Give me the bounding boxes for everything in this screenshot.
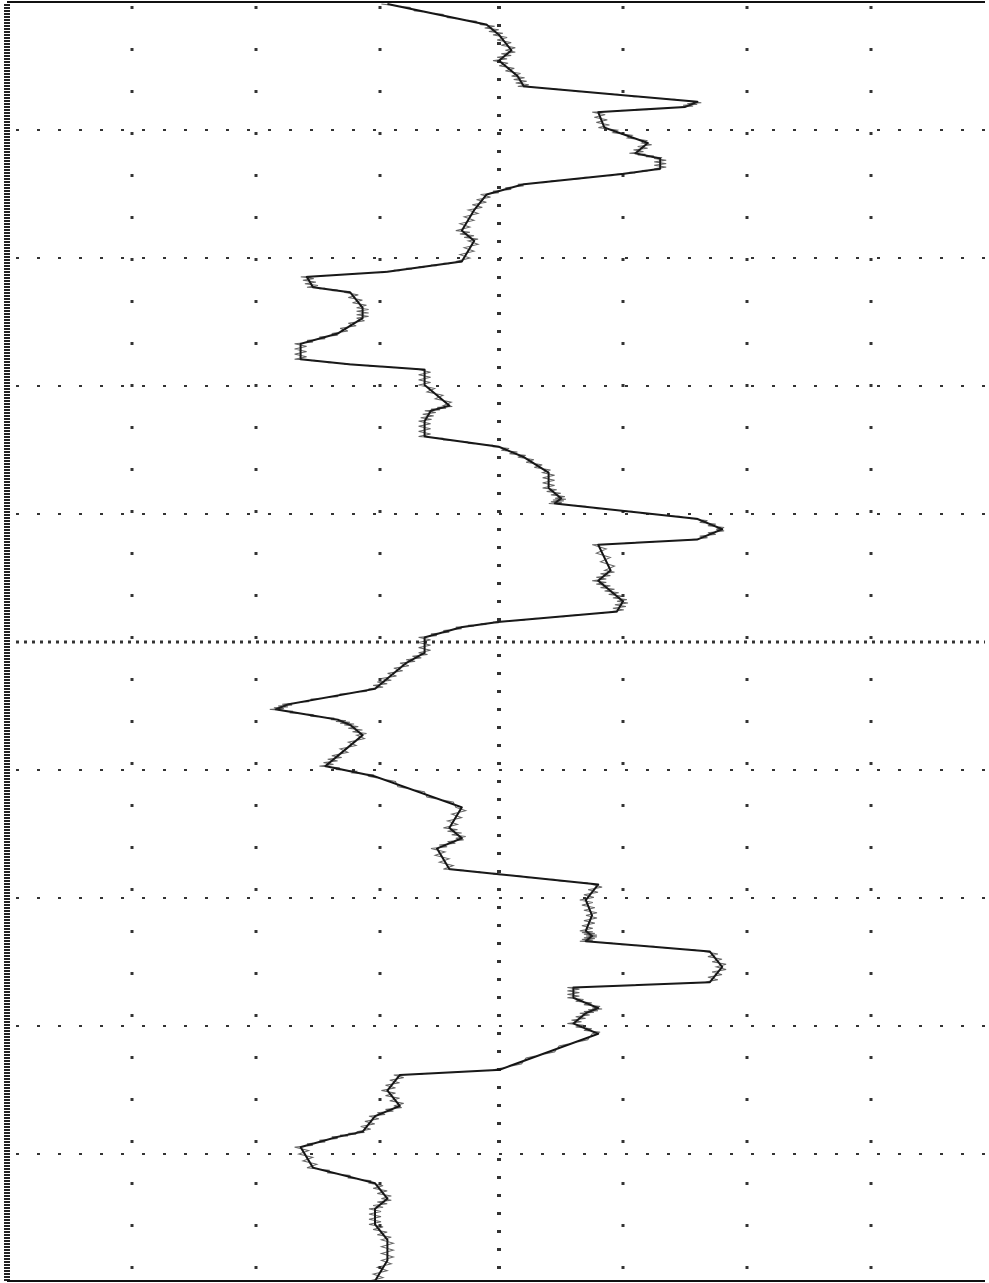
signal-noise — [269, 3, 727, 1282]
signal-trace — [274, 3, 724, 1282]
frame-layer — [4, 1, 985, 1282]
grid-layer — [16, 6, 985, 1279]
trace-layer — [269, 3, 727, 1282]
